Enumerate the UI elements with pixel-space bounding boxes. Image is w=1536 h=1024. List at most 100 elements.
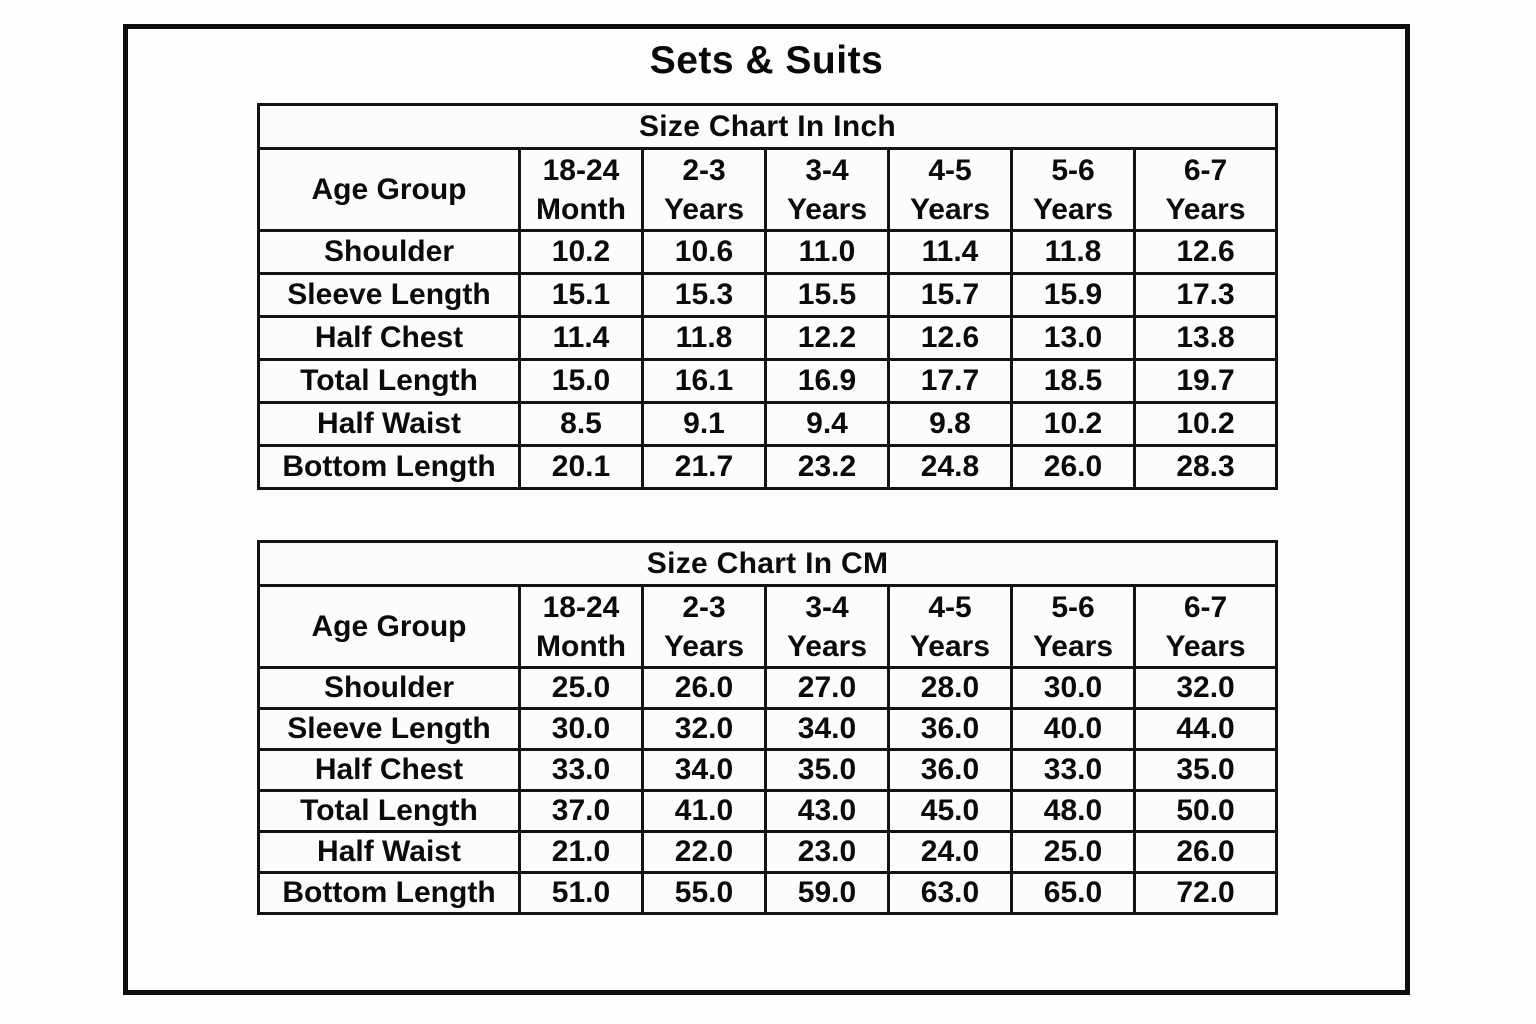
row-header: Sleeve Length — [257, 707, 521, 751]
measurement-cell: 20.1 — [518, 444, 644, 490]
row-header: Shoulder — [257, 229, 521, 275]
table-row: Shoulder 25.0 26.0 27.0 28.0 30.0 32.0 — [257, 666, 1279, 710]
measurement-cell: 13.8 — [1132, 315, 1279, 361]
measurement-cell: 22.0 — [641, 830, 767, 874]
measurement-cell: 10.2 — [1010, 401, 1136, 447]
measurement-cell: 12.6 — [887, 315, 1013, 361]
measurement-cell: 35.0 — [764, 748, 890, 792]
table-title-row: Size Chart In Inch — [256, 103, 1279, 150]
measurement-cell: 37.0 — [518, 789, 644, 833]
measurement-cell: 13.0 — [1010, 315, 1136, 361]
measurement-cell: 65.0 — [1010, 871, 1136, 915]
measurement-cell: 34.0 — [764, 707, 890, 751]
column-header: 4-5 Years — [887, 584, 1013, 669]
column-header: 18-24 Month — [518, 147, 644, 232]
column-header: 3-4 Years — [764, 584, 890, 669]
measurement-cell: 10.6 — [641, 229, 767, 275]
measurement-cell: 15.0 — [518, 358, 644, 404]
measurement-cell: 36.0 — [887, 748, 1013, 792]
row-header: Sleeve Length — [257, 272, 521, 318]
table-title: Size Chart In CM — [256, 540, 1279, 587]
measurement-cell: 11.4 — [518, 315, 644, 361]
measurement-cell: 35.0 — [1132, 748, 1279, 792]
measurement-cell: 50.0 — [1132, 789, 1279, 833]
measurement-cell: 45.0 — [887, 789, 1013, 833]
table-title-row: Size Chart In CM — [256, 540, 1279, 587]
age-group-header: Age Group — [257, 584, 521, 669]
table-row: Half Chest 33.0 34.0 35.0 36.0 33.0 35.0 — [257, 748, 1279, 792]
measurement-cell: 30.0 — [1010, 666, 1136, 710]
table-header-row: Age Group 18-24 Month 2-3 Years 3-4 Years 4-… — [257, 147, 1279, 232]
measurement-cell: 43.0 — [764, 789, 890, 833]
measurement-cell: 24.8 — [887, 444, 1013, 490]
column-header: 3-4 Years — [764, 147, 890, 232]
table-row: Bottom Length 20.1 21.7 23.2 24.8 26.0 28.3 — [257, 444, 1279, 490]
row-header: Total Length — [257, 789, 521, 833]
table-row: Bottom Length 51.0 55.0 59.0 63.0 65.0 72.0 — [257, 871, 1279, 915]
column-header: 2-3 Years — [641, 147, 767, 232]
measurement-cell: 32.0 — [1132, 666, 1279, 710]
measurement-cell: 15.7 — [887, 272, 1013, 318]
measurement-cell: 17.7 — [887, 358, 1013, 404]
measurement-cell: 25.0 — [1010, 830, 1136, 874]
measurement-cell: 8.5 — [518, 401, 644, 447]
measurement-cell: 26.0 — [1132, 830, 1279, 874]
measurement-cell: 21.7 — [641, 444, 767, 490]
row-header: Bottom Length — [257, 871, 521, 915]
row-header: Bottom Length — [257, 444, 521, 490]
table-row: Sleeve Length 30.0 32.0 34.0 36.0 40.0 44.0 — [257, 707, 1279, 751]
measurement-cell: 10.2 — [518, 229, 644, 275]
table-title: Size Chart In Inch — [256, 103, 1279, 150]
measurement-cell: 12.2 — [764, 315, 890, 361]
measurement-cell: 11.8 — [1010, 229, 1136, 275]
measurement-cell: 15.3 — [641, 272, 767, 318]
table-header-row: Age Group 18-24 Month 2-3 Years 3-4 Years 4-… — [257, 584, 1279, 669]
column-header: 6-7 Years — [1132, 584, 1279, 669]
measurement-cell: 34.0 — [641, 748, 767, 792]
measurement-cell: 16.1 — [641, 358, 767, 404]
measurement-cell: 15.9 — [1010, 272, 1136, 318]
measurement-cell: 11.8 — [641, 315, 767, 361]
measurement-cell: 16.9 — [764, 358, 890, 404]
measurement-cell: 72.0 — [1132, 871, 1279, 915]
size-chart-cm-table: Size Chart In CM Age Group 18-24 Month 2-3 … — [256, 540, 1279, 915]
table-row: Total Length 37.0 41.0 43.0 45.0 48.0 50.0 — [257, 789, 1279, 833]
measurement-cell: 15.1 — [518, 272, 644, 318]
table-row: Sleeve Length 15.1 15.3 15.5 15.7 15.9 17.3 — [257, 272, 1279, 318]
measurement-cell: 15.5 — [764, 272, 890, 318]
row-header: Half Chest — [257, 315, 521, 361]
measurement-cell: 9.4 — [764, 401, 890, 447]
column-header: 5-6 Years — [1010, 147, 1136, 232]
table-row: Half Waist 21.0 22.0 23.0 24.0 25.0 26.0 — [257, 830, 1279, 874]
measurement-cell: 28.0 — [887, 666, 1013, 710]
measurement-cell: 33.0 — [518, 748, 644, 792]
column-header: 2-3 Years — [641, 584, 767, 669]
column-header: 4-5 Years — [887, 147, 1013, 232]
measurement-cell: 32.0 — [641, 707, 767, 751]
measurement-cell: 41.0 — [641, 789, 767, 833]
measurement-cell: 23.2 — [764, 444, 890, 490]
measurement-cell: 33.0 — [1010, 748, 1136, 792]
measurement-cell: 44.0 — [1132, 707, 1279, 751]
measurement-cell: 30.0 — [518, 707, 644, 751]
table-row: Total Length 15.0 16.1 16.9 17.7 18.5 19.7 — [257, 358, 1279, 404]
measurement-cell: 21.0 — [518, 830, 644, 874]
column-header: 18-24 Month — [518, 584, 644, 669]
age-group-header: Age Group — [257, 147, 521, 232]
measurement-cell: 11.0 — [764, 229, 890, 275]
measurement-cell: 36.0 — [887, 707, 1013, 751]
measurement-cell: 25.0 — [518, 666, 644, 710]
measurement-cell: 24.0 — [887, 830, 1013, 874]
measurement-cell: 10.2 — [1132, 401, 1279, 447]
page-title: Sets & Suits — [649, 39, 884, 82]
table-row: Shoulder 10.2 10.6 11.0 11.4 11.8 12.6 — [257, 229, 1279, 275]
column-header: 6-7 Years — [1132, 147, 1279, 232]
row-header: Half Waist — [257, 830, 521, 874]
measurement-cell: 23.0 — [764, 830, 890, 874]
outer-frame: Sets & Suits Size Chart In Inch Age Group… — [123, 24, 1410, 995]
measurement-cell: 48.0 — [1010, 789, 1136, 833]
measurement-cell: 9.1 — [641, 401, 767, 447]
row-header: Shoulder — [257, 666, 521, 710]
measurement-cell: 17.3 — [1132, 272, 1279, 318]
